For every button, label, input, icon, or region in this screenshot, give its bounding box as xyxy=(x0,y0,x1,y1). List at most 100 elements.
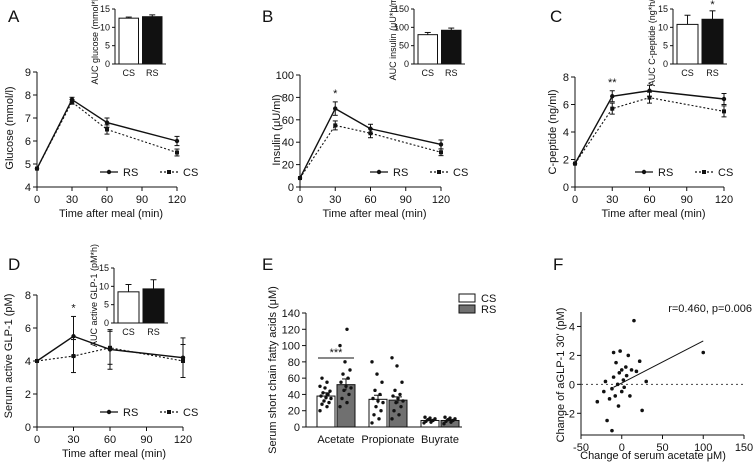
scatter-point xyxy=(615,382,620,387)
inset-y-tick-label: 5 xyxy=(104,300,109,310)
y-tick-label: 2 xyxy=(569,350,575,362)
data-point-cs xyxy=(298,176,302,181)
y-tick-label: 20 xyxy=(282,160,294,172)
x-tick-label: 90 xyxy=(140,434,152,446)
data-point-cs xyxy=(71,354,76,359)
panel-letter-f: F xyxy=(553,255,563,274)
data-point xyxy=(433,417,437,421)
y-tick-label: 20 xyxy=(288,406,300,418)
data-point-cs xyxy=(722,109,726,114)
scatter-point xyxy=(622,385,626,390)
data-point xyxy=(394,400,398,405)
data-point xyxy=(370,360,374,364)
data-point xyxy=(380,380,384,384)
scatter-point xyxy=(605,418,609,423)
y-tick-label: 0 xyxy=(294,422,300,434)
inset-bar-cs xyxy=(117,291,140,324)
y-tick-label: 100 xyxy=(282,341,300,353)
scatter-point xyxy=(621,378,626,382)
inset-y-tick-label: 10 xyxy=(100,22,110,32)
x-tick-label: 90 xyxy=(681,194,693,206)
data-point-rs xyxy=(721,96,727,102)
inset-significance-marker: * xyxy=(710,0,715,11)
inset-bar-cs xyxy=(118,17,139,65)
scatter-point xyxy=(617,370,622,375)
data-point xyxy=(371,396,375,401)
legend-marker xyxy=(106,169,112,175)
inset-y-axis-title: AUC C-peptide (ng*h/ml) xyxy=(647,0,657,86)
x-tick-label: 120 xyxy=(715,194,733,206)
scatter-point xyxy=(626,353,631,358)
y-axis-title: Serum active GLP-1 (pM) xyxy=(3,294,15,419)
y-tick-label: 60 xyxy=(288,373,300,385)
scatter-point xyxy=(634,369,639,374)
series-line-cs xyxy=(36,101,178,169)
y-tick-label: 8 xyxy=(25,90,31,102)
inset-category-label: RS xyxy=(706,68,719,78)
panel-letter-b: B xyxy=(262,7,273,26)
data-point xyxy=(442,422,446,426)
y-tick-label: 2 xyxy=(563,155,569,167)
y-tick-label: 0 xyxy=(288,182,294,194)
data-point-rs xyxy=(610,94,615,99)
legend-label: RS xyxy=(123,407,138,419)
legend-swatch xyxy=(458,293,476,303)
x-tick-label: -50 xyxy=(573,442,589,454)
y-tick-label: 4 xyxy=(569,321,575,333)
legend-label: CS xyxy=(183,407,198,419)
y-tick-label: 6 xyxy=(25,136,31,148)
data-point-cs xyxy=(439,150,443,155)
y-tick-label: 6 xyxy=(25,323,31,335)
data-point-cs xyxy=(35,166,39,171)
data-point xyxy=(400,380,404,384)
y-tick-label: 0 xyxy=(563,182,569,194)
series-line-rs xyxy=(36,335,184,362)
data-point xyxy=(377,417,381,421)
data-point xyxy=(428,416,432,420)
series-line-rs xyxy=(299,107,442,179)
legend-label: RS xyxy=(481,304,496,316)
regression-line xyxy=(613,340,704,388)
data-point xyxy=(327,400,331,405)
y-tick-label: 9 xyxy=(25,67,31,79)
data-point-rs xyxy=(438,142,444,147)
scatter-point xyxy=(624,373,629,378)
scatter-point xyxy=(602,389,606,394)
data-point xyxy=(347,392,351,397)
category-label: Propionate xyxy=(361,434,414,446)
legend-label: CS xyxy=(481,293,496,305)
x-tick-label: 90 xyxy=(400,194,412,206)
data-point xyxy=(320,402,324,406)
data-point xyxy=(376,399,380,403)
scatter-point xyxy=(618,349,622,353)
inset-y-tick-label: 50 xyxy=(399,41,409,51)
legend-label: RS xyxy=(393,167,408,179)
y-tick-label: 2 xyxy=(25,389,31,401)
data-point xyxy=(324,395,328,400)
inset-bar-rs xyxy=(441,29,462,65)
scatter-point xyxy=(628,394,632,398)
scatter-point xyxy=(610,428,614,433)
x-axis-title: Time after meal (min) xyxy=(62,448,166,460)
data-point-cs xyxy=(647,95,652,100)
data-point xyxy=(342,388,346,393)
x-tick-label: 60 xyxy=(643,194,655,206)
scatter-point xyxy=(644,379,648,384)
y-tick-label: 100 xyxy=(276,70,294,82)
data-point xyxy=(448,416,452,420)
data-point xyxy=(329,396,333,401)
data-point xyxy=(328,389,332,393)
data-point xyxy=(399,404,403,409)
x-tick-label: 0 xyxy=(34,194,40,206)
data-point-cs xyxy=(181,359,185,363)
data-point xyxy=(323,386,327,390)
data-point xyxy=(381,400,385,405)
x-axis-title: Time after meal (min) xyxy=(59,208,163,220)
y-tick-label: 5 xyxy=(25,159,31,171)
x-tick-label: 120 xyxy=(168,194,186,206)
scatter-point xyxy=(701,350,706,355)
data-point xyxy=(343,360,347,364)
legend-marker xyxy=(437,170,441,174)
y-axis-title: Glucose (mmol/l) xyxy=(4,86,16,169)
legend-label: CS xyxy=(718,167,733,179)
